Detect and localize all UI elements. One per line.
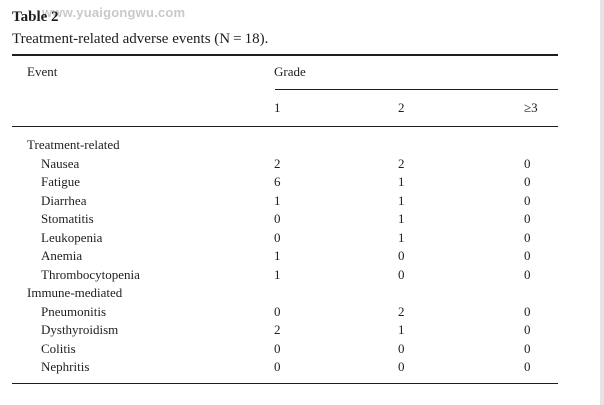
grade-3-plus-count: 0 xyxy=(524,322,531,337)
grade-2-count: 0 xyxy=(398,248,405,263)
grade-3-plus-count: 0 xyxy=(524,359,531,374)
header-grade-2: 2 xyxy=(398,100,405,115)
event-name: Colitis xyxy=(41,341,76,356)
grade-1-count: 0 xyxy=(274,341,281,356)
event-name: Nausea xyxy=(41,156,80,171)
grade-2-count: 1 xyxy=(398,211,405,226)
grade-2-count: 1 xyxy=(398,322,405,337)
grade-1-count: 0 xyxy=(274,304,281,319)
grade-1-count: 1 xyxy=(274,267,281,282)
grade-3-plus-count: 0 xyxy=(524,304,531,319)
section-heading: Immune-mediated xyxy=(27,285,123,300)
grade-1-count: 2 xyxy=(274,156,281,171)
grade-2-count: 1 xyxy=(398,230,405,245)
event-name: Dysthyroidism xyxy=(41,322,119,337)
grade-1-count: 0 xyxy=(274,211,281,226)
grade-1-count: 2 xyxy=(274,322,281,337)
event-name: Nephritis xyxy=(41,359,90,374)
table-caption: Treatment-related adverse events (N = 18… xyxy=(12,31,269,47)
grade-2-count: 0 xyxy=(398,267,405,282)
grade-1-count: 1 xyxy=(274,193,281,208)
grade-1-count: 6 xyxy=(274,174,281,189)
table-bottom-rule xyxy=(12,383,558,384)
grade-2-count: 1 xyxy=(398,174,405,189)
grade-3-plus-count: 0 xyxy=(524,174,531,189)
grade-2-count: 2 xyxy=(398,304,405,319)
event-name: Anemia xyxy=(41,248,83,263)
grade-3-plus-count: 0 xyxy=(524,341,531,356)
event-name: Pneumonitis xyxy=(41,304,107,319)
header-grade-3-plus: ≥3 xyxy=(524,100,538,115)
event-name: Diarrhea xyxy=(41,193,87,208)
grade-3-plus-count: 0 xyxy=(524,248,531,263)
section-heading: Treatment-related xyxy=(27,137,120,152)
grade-underline xyxy=(275,89,558,90)
grade-2-count: 0 xyxy=(398,359,405,374)
table-title: Table 2 xyxy=(12,9,59,25)
event-name: Thrombocytopenia xyxy=(41,267,140,282)
grade-3-plus-count: 0 xyxy=(524,156,531,171)
grade-3-plus-count: 0 xyxy=(524,230,531,245)
header-event: Event xyxy=(27,64,58,79)
table-top-rule xyxy=(12,54,558,56)
header-grade: Grade xyxy=(274,64,306,79)
grade-3-plus-count: 0 xyxy=(524,267,531,282)
header-grade-1: 1 xyxy=(274,100,281,115)
grade-1-count: 0 xyxy=(274,359,281,374)
page-edge xyxy=(600,0,604,405)
grade-1-count: 0 xyxy=(274,230,281,245)
grade-2-count: 0 xyxy=(398,341,405,356)
grade-2-count: 1 xyxy=(398,193,405,208)
watermark: www.yuaigongwu.com xyxy=(42,5,186,20)
grade-3-plus-count: 0 xyxy=(524,211,531,226)
event-name: Stomatitis xyxy=(41,211,94,226)
header-bottom-rule xyxy=(12,126,558,127)
grade-3-plus-count: 0 xyxy=(524,193,531,208)
grade-2-count: 2 xyxy=(398,156,405,171)
event-name: Leukopenia xyxy=(41,230,103,245)
grade-1-count: 1 xyxy=(274,248,281,263)
event-name: Fatigue xyxy=(41,174,80,189)
